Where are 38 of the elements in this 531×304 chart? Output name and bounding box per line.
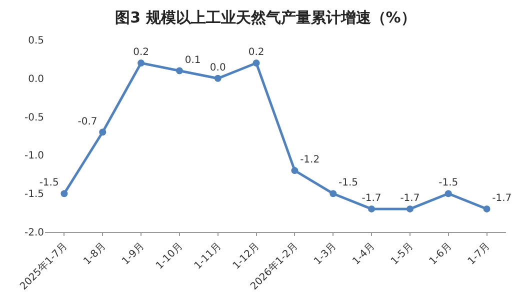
y-tick-label: -0.5 bbox=[24, 112, 44, 124]
point bbox=[99, 128, 106, 136]
data-label: -1.5 bbox=[438, 178, 458, 189]
y-tick-label: 0.0 bbox=[28, 74, 44, 85]
point bbox=[291, 167, 298, 174]
x-tick-label: 1-3月 bbox=[312, 240, 339, 268]
x-tick-label: 1-5月 bbox=[389, 240, 416, 268]
data-label: -1.2 bbox=[300, 154, 320, 166]
y-tick-label: -1.5 bbox=[24, 189, 44, 200]
chart-title: 图3 规模以上工业天然气产量累计增速（%） bbox=[115, 8, 416, 27]
point bbox=[176, 67, 183, 74]
x-tick-label: 1-9月 bbox=[120, 240, 147, 268]
data-label: -0.7 bbox=[78, 116, 98, 128]
x-tick-label: 1-8月 bbox=[82, 240, 108, 268]
y-tick-label: -1.0 bbox=[24, 150, 44, 162]
data-label: 0.2 bbox=[248, 47, 264, 58]
x-tick-label: 1-4月 bbox=[350, 240, 378, 268]
point bbox=[60, 190, 68, 198]
data-label: 0.0 bbox=[210, 62, 226, 74]
y-tick-label: 0.5 bbox=[28, 36, 44, 46]
point bbox=[252, 60, 260, 67]
data-label: -1.7 bbox=[400, 193, 420, 204]
point bbox=[406, 205, 414, 212]
data-label: -1.7 bbox=[362, 193, 382, 204]
data-label: 0.2 bbox=[133, 47, 149, 58]
point bbox=[214, 74, 222, 82]
data-label: 0.1 bbox=[184, 54, 201, 66]
data-label: -1.5 bbox=[39, 178, 59, 189]
data-label: -1.7 bbox=[492, 193, 512, 204]
point bbox=[483, 205, 490, 212]
point bbox=[138, 60, 145, 67]
point bbox=[368, 205, 376, 212]
x-tick-label: 1-6月 bbox=[428, 240, 454, 268]
data-label: -1.5 bbox=[338, 178, 358, 189]
point bbox=[444, 190, 452, 198]
x-tick-label: 1-7月 bbox=[466, 240, 492, 268]
point bbox=[330, 190, 337, 198]
y-tick-label: -2.0 bbox=[24, 228, 44, 238]
